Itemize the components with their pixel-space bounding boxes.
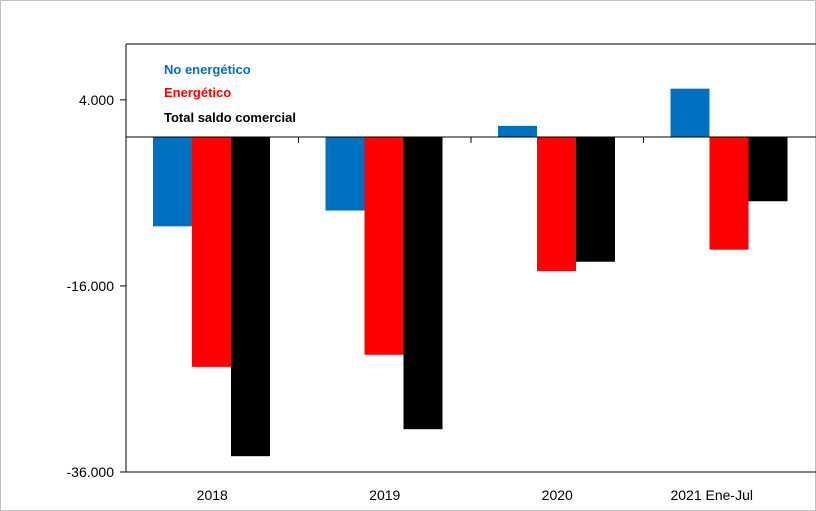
- x-tick-label: 2020: [542, 487, 573, 503]
- bar: [670, 88, 710, 138]
- x-tick-label: 2018: [197, 487, 228, 503]
- bar: [192, 137, 231, 367]
- bar: [498, 125, 537, 138]
- legend-entry: Total saldo comercial: [164, 110, 296, 125]
- legend-entry: Energético: [164, 85, 231, 100]
- legend: No energético Energético Total saldo comer…: [164, 62, 296, 125]
- bar: [403, 137, 443, 430]
- plot-area: 4.000 -16.000 -36.000 2018 2019 2020 2021 Ene-…: [67, 43, 816, 503]
- bar: [325, 137, 365, 211]
- x-tick-label: 2021 Ene-Jul: [670, 487, 753, 503]
- bar: [748, 137, 788, 202]
- bar: [709, 137, 749, 250]
- x-tick-label: 2019: [369, 487, 400, 503]
- y-tick-label: -16.000: [67, 278, 115, 294]
- bar: [364, 137, 404, 355]
- bar: [576, 137, 615, 262]
- bar: [153, 137, 192, 227]
- legend-entry: No energético: [164, 62, 251, 77]
- bar: [231, 137, 270, 457]
- y-tick-label: -36.000: [67, 464, 115, 480]
- bar: [537, 137, 576, 272]
- y-tick-label: 4.000: [79, 92, 114, 108]
